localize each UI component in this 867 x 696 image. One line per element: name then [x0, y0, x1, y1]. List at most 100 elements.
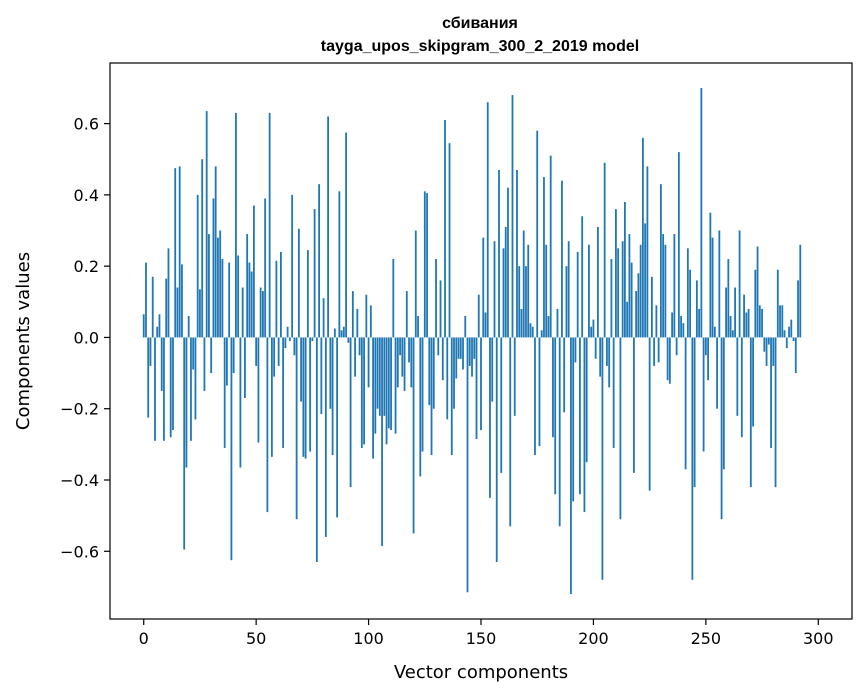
bar — [547, 316, 550, 338]
bar — [435, 259, 437, 338]
bar — [324, 337, 327, 538]
bar — [700, 87, 703, 338]
bar — [329, 337, 332, 409]
bar — [455, 337, 458, 379]
bar — [783, 330, 786, 338]
bar — [208, 234, 210, 338]
bar — [531, 326, 534, 338]
bar — [241, 287, 244, 338]
bar — [297, 228, 300, 338]
bar — [365, 294, 368, 338]
bar — [590, 326, 593, 338]
bar — [338, 191, 341, 338]
bar — [747, 308, 750, 338]
bar — [594, 337, 597, 359]
bar — [554, 337, 557, 495]
bar — [520, 308, 523, 338]
bar — [201, 159, 204, 338]
bar — [639, 244, 642, 338]
bar — [599, 337, 602, 377]
bar — [457, 337, 460, 359]
bar — [758, 305, 761, 338]
bar — [291, 194, 294, 338]
bar — [219, 230, 222, 338]
bar — [785, 337, 788, 349]
bar — [664, 244, 667, 338]
bar — [619, 337, 622, 520]
bar — [403, 337, 406, 391]
bar — [610, 259, 613, 338]
bar — [230, 337, 233, 561]
bar — [585, 337, 588, 463]
bar — [668, 337, 671, 384]
bar — [731, 330, 734, 338]
bar — [558, 337, 561, 527]
bar — [270, 337, 273, 457]
bar — [401, 337, 404, 377]
bar — [190, 337, 192, 441]
bar — [677, 152, 680, 338]
bar — [185, 337, 188, 468]
bar — [183, 337, 186, 550]
bar — [637, 273, 640, 338]
bar — [776, 269, 779, 338]
bar — [176, 287, 179, 338]
bar — [752, 337, 754, 427]
bar — [718, 230, 721, 338]
bar — [302, 337, 305, 457]
bar — [295, 337, 298, 520]
bar — [396, 337, 399, 388]
bar — [702, 337, 705, 452]
bar — [372, 337, 374, 459]
bar — [356, 308, 359, 338]
bar — [199, 289, 201, 338]
bar — [686, 248, 689, 338]
y-axis-ticks: −0.6 −0.4 −0.2 0.0 0.2 0.4 0.6 — [60, 115, 110, 561]
bar — [615, 209, 617, 338]
bar — [763, 337, 766, 352]
bar — [154, 337, 156, 441]
bar — [284, 337, 287, 349]
bar — [345, 132, 347, 338]
bar — [641, 137, 644, 338]
bar — [511, 95, 514, 338]
bar — [475, 337, 478, 440]
bar — [502, 248, 505, 338]
bar — [650, 276, 653, 338]
bar — [210, 337, 213, 374]
bar — [734, 287, 736, 338]
bar — [540, 330, 543, 338]
bar — [214, 166, 217, 338]
bar — [736, 337, 739, 416]
bar — [392, 259, 395, 338]
bar — [257, 337, 260, 443]
bar — [765, 337, 768, 366]
bar — [342, 326, 345, 338]
bar — [158, 314, 161, 338]
bar — [255, 337, 258, 366]
bar — [259, 287, 262, 338]
bar — [378, 337, 381, 416]
bar — [716, 337, 718, 409]
bar — [444, 120, 446, 338]
bar — [250, 271, 253, 338]
x-tick-label: 200 — [578, 629, 609, 648]
bar — [648, 337, 651, 491]
bar — [336, 337, 338, 518]
bar — [574, 337, 577, 363]
bar — [691, 337, 694, 580]
bar — [572, 337, 575, 502]
chart-subtitle: tayga_upos_skipgram_300_2_2019 model — [321, 38, 639, 55]
bar — [464, 316, 467, 338]
bar — [315, 337, 318, 562]
bar — [390, 337, 392, 431]
x-tick-label: 100 — [353, 629, 384, 648]
bar — [306, 250, 309, 338]
bar — [383, 337, 386, 416]
bar — [363, 337, 365, 445]
bar — [239, 337, 242, 468]
y-tick-label: −0.4 — [60, 471, 99, 490]
bar — [788, 326, 790, 338]
bar — [473, 337, 476, 359]
